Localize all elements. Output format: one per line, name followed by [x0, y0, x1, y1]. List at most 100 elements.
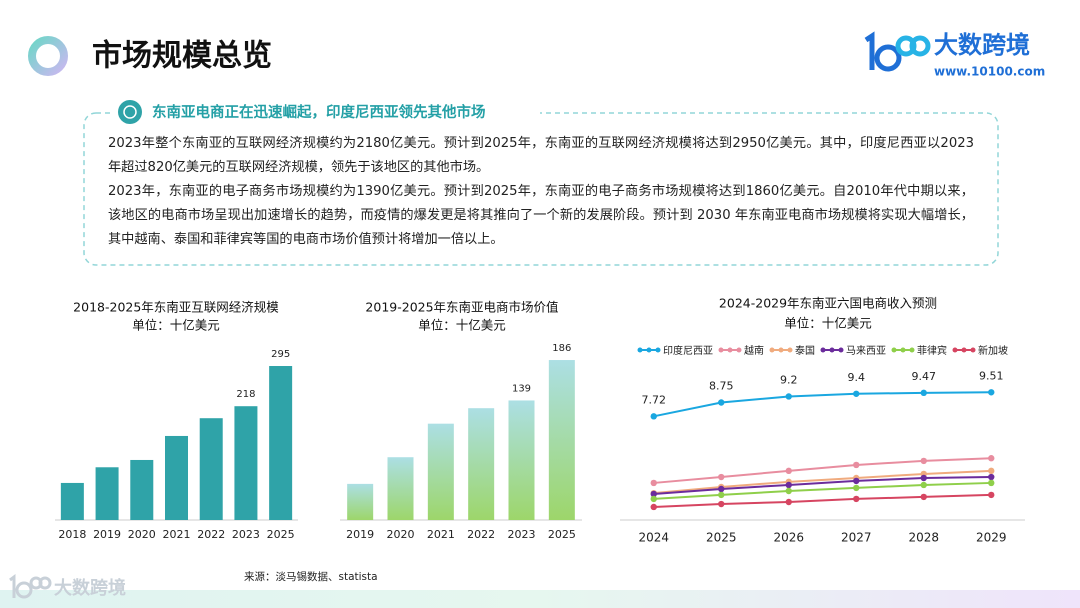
bar [165, 435, 188, 520]
point [785, 481, 792, 489]
chart-title: 2018-2025年东南亚互联网经济规模 [73, 300, 279, 315]
legend-label: 印度尼西亚 [663, 344, 713, 357]
point [718, 491, 725, 499]
legend-dot [900, 347, 906, 353]
data-label: 186 [552, 343, 571, 354]
data-label: 9.4 [848, 371, 866, 384]
x-tick-label: 2019 [93, 528, 121, 541]
x-tick-label: 2019 [346, 528, 374, 541]
x-tick-label: 2024 [638, 531, 669, 545]
data-label: 8.75 [709, 380, 734, 393]
series-line [653, 481, 992, 500]
data-label: 9.51 [979, 369, 1004, 382]
legend-dot [909, 347, 915, 353]
x-tick-label: 2027 [841, 531, 872, 545]
series-line [653, 469, 992, 495]
chart-subtitle: 单位：十亿美元 [132, 318, 220, 333]
legend-dot [891, 347, 897, 353]
bar [95, 467, 119, 520]
bar [548, 360, 575, 520]
summary-text: 2023年整个东南亚的互联网经济规模约为2180亿美元。预计到2025年，东南亚… [108, 132, 974, 252]
legend-dot [736, 347, 742, 353]
bar [130, 459, 154, 520]
point [718, 485, 725, 493]
point [853, 390, 860, 397]
legend-dot [769, 347, 775, 353]
legend-label: 越南 [744, 344, 764, 357]
chart-title: 2019-2025年东南亚电商市场价值 [365, 300, 558, 315]
paragraph: 2023年整个东南亚的互联网经济规模约为2180亿美元。预计到2025年，东南亚… [108, 136, 974, 175]
data-label: 9.2 [780, 373, 798, 386]
x-tick-label: 2028 [908, 531, 939, 545]
legend-dot [646, 347, 652, 353]
legend-label: 泰国 [795, 344, 815, 357]
legend-dot [838, 347, 844, 353]
x-tick-label: 2022 [467, 528, 495, 541]
bar [387, 457, 414, 520]
point [785, 467, 792, 475]
x-tick-label: 2025 [706, 531, 737, 545]
bar [234, 406, 258, 520]
x-tick-label: 2021 [427, 528, 455, 541]
legend-dot [952, 347, 958, 353]
legend-dot [961, 347, 967, 353]
legend-label: 新加坡 [978, 344, 1008, 357]
x-tick-label: 2022 [197, 528, 225, 541]
chart-subtitle: 单位：十亿美元 [418, 318, 506, 333]
point [988, 473, 995, 481]
data-label: 9.47 [912, 370, 937, 383]
footer-logo-icon [9, 574, 52, 599]
x-tick-label: 2029 [976, 531, 1007, 545]
point [650, 495, 657, 503]
point [718, 500, 725, 508]
heading-mask [110, 99, 540, 127]
bar [468, 408, 495, 520]
point [650, 413, 657, 420]
x-tick-label: 2020 [128, 528, 156, 541]
brand-url: www.10100.com [934, 65, 1045, 79]
point [920, 389, 927, 397]
legend-dot [727, 347, 733, 353]
globe-icon [118, 100, 142, 124]
point [920, 474, 927, 482]
summary-box [83, 112, 999, 266]
data-label: 139 [512, 383, 531, 394]
legend-label: 菲律宾 [917, 344, 947, 357]
data-label: 218 [236, 389, 255, 400]
point [988, 479, 995, 487]
x-tick-label: 2020 [387, 528, 415, 541]
title-ornament [28, 36, 68, 76]
x-tick-label: 2023 [508, 528, 536, 541]
point [853, 461, 860, 469]
data-label: 7.72 [642, 393, 667, 406]
logo-icon [864, 31, 931, 72]
bar [199, 418, 223, 520]
legend-dot [637, 347, 643, 353]
data-label: 295 [271, 349, 290, 360]
globe-icon-line [123, 105, 137, 119]
x-tick-label: 2026 [773, 531, 804, 545]
footer-strip [0, 590, 1080, 608]
point [853, 477, 860, 485]
source-note: 来源：淡马锡数据、statista [244, 570, 378, 583]
bar [427, 423, 454, 520]
point [650, 490, 657, 498]
legend-dot [778, 347, 784, 353]
point [785, 487, 792, 495]
legend-dot [718, 347, 724, 353]
bar [347, 483, 374, 520]
point [853, 495, 860, 503]
legend-dot [655, 347, 661, 353]
legend-dot [820, 347, 826, 353]
point [988, 467, 995, 475]
series-line [653, 457, 992, 484]
point [920, 481, 927, 489]
bar [60, 482, 84, 520]
x-tick-label: 2025 [267, 528, 295, 541]
series-line [653, 391, 992, 418]
point [920, 493, 927, 501]
series-line [653, 493, 992, 508]
point [650, 503, 657, 511]
footer-brand: 大数跨境 [54, 577, 126, 599]
